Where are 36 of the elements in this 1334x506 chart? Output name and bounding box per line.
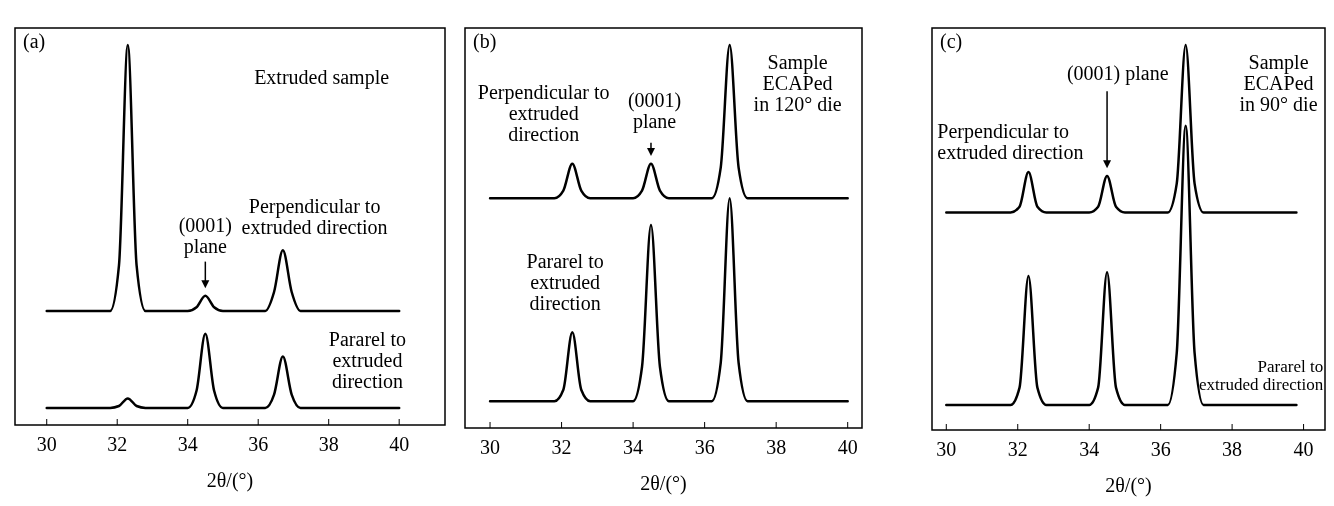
x-tick-label: 40	[389, 433, 410, 455]
series-label: Pararel to extruded direction	[526, 249, 604, 314]
x-tick-label: 38	[766, 436, 787, 458]
annotation: Sample ECAPed in 90° die	[1239, 50, 1318, 115]
x-axis-title: 2θ/(°)	[1105, 474, 1152, 497]
x-tick-label: 34	[177, 433, 198, 455]
x-axis-title: 2θ/(°)	[640, 472, 687, 495]
x-tick-label: 34	[623, 436, 644, 458]
x-tick-label: 40	[837, 436, 858, 458]
text: Perpendicular to extruded direction	[241, 195, 388, 238]
x-tick-label: 38	[1222, 438, 1243, 460]
x-tick-label: 36	[694, 436, 715, 458]
x-tick-label: 40	[1293, 438, 1314, 460]
chart-title: (c)	[940, 30, 963, 53]
x-tick-label: 30	[480, 436, 501, 458]
x-axis-title: 2θ/(°)	[206, 469, 254, 492]
annotation: Sample ECAPed in 120° die	[753, 50, 842, 115]
x-tick-label: 32	[1007, 438, 1028, 460]
x-tick-label: 36	[1150, 438, 1171, 460]
x-tick-label: 30	[936, 438, 957, 460]
annotation: Extruded sample	[254, 65, 390, 89]
x-tick-label: 30	[36, 433, 57, 455]
chart-title: (a)	[23, 30, 46, 53]
x-tick-label: 32	[107, 433, 128, 455]
chart-title: (b)	[473, 30, 497, 53]
series-label: Pararel to extruded direction	[1199, 357, 1324, 395]
x-tick-label: 38	[318, 433, 339, 455]
annotation: (0001) plane	[627, 88, 682, 133]
series-label: Pararel to extruded direction	[328, 328, 407, 392]
text: Perpendicular to extruded direction	[477, 81, 610, 146]
annotation: (0001) plane	[1066, 62, 1169, 86]
x-tick-label: 32	[551, 436, 572, 458]
x-tick-label: 34	[1079, 438, 1100, 460]
annotation: (0001) plane	[178, 214, 232, 258]
x-tick-label: 36	[248, 433, 269, 455]
series-label: Perpendicular to extruded direction	[937, 120, 1084, 163]
